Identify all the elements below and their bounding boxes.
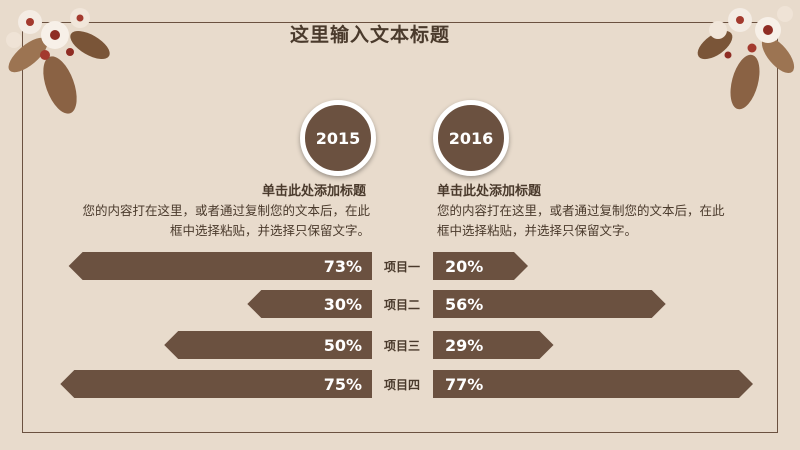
- category-label-2: 项目二: [384, 298, 420, 312]
- bar-2016-4: [433, 370, 753, 398]
- right-heading: 单击此处添加标题: [437, 184, 542, 199]
- bar-2016-label-1: 20%: [445, 257, 483, 276]
- bar-2015-label-4: 75%: [324, 375, 362, 394]
- bar-2015-2: [247, 290, 372, 318]
- bar-2016-2: [433, 290, 666, 318]
- left-heading: 单击此处添加标题: [262, 184, 367, 199]
- bar-2015-1: [68, 252, 372, 280]
- category-label-1: 项目一: [384, 260, 420, 274]
- year-badge-2016: 2016: [433, 100, 509, 176]
- page-title: 这里输入文本标题: [289, 24, 450, 46]
- page-frame: [22, 22, 778, 433]
- year-badge-2015: 2015: [300, 100, 376, 176]
- bar-2015-label-2: 30%: [324, 295, 362, 314]
- floral-decoration-left: [6, 8, 110, 114]
- floral-decoration-right: [697, 6, 795, 110]
- left-body-line-1: 您的内容打在这里，或者通过复制您的文本后，在此: [82, 203, 370, 218]
- right-body-line-2: 框中选择粘贴，并选择只保留文字。: [437, 223, 638, 238]
- bar-2015-label-1: 73%: [324, 257, 362, 276]
- bar-2015-4: [60, 370, 373, 398]
- bar-2016-label-3: 29%: [445, 336, 483, 355]
- bar-2016-label-4: 77%: [445, 375, 483, 394]
- bar-2016-3: [433, 331, 554, 359]
- category-label-3: 项目三: [384, 339, 420, 353]
- bar-2015-3: [164, 331, 372, 359]
- category-label-4: 项目四: [384, 378, 420, 392]
- bar-2015-label-3: 50%: [324, 336, 362, 355]
- right-body-text: 您的内容打在这里，或者通过复制您的文本后，在此 框中选择粘贴，并选择只保留文字。: [437, 201, 757, 241]
- left-body-text: 您的内容打在这里，或者通过复制您的文本后，在此 框中选择粘贴，并选择只保留文字。: [62, 201, 370, 241]
- bar-2016-label-2: 56%: [445, 295, 483, 314]
- bar-2016-1: [433, 252, 528, 280]
- left-body-line-2: 框中选择粘贴，并选择只保留文字。: [169, 223, 370, 238]
- right-body-line-1: 您的内容打在这里，或者通过复制您的文本后，在此: [437, 203, 725, 218]
